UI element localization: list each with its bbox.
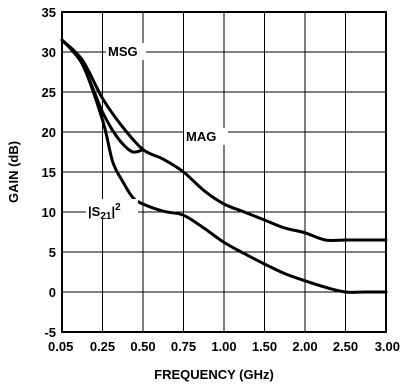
y-tick-label: 30 [42,45,56,60]
x-tick-label: 0.75 [171,339,196,354]
y-tick-labels: -5 0 5 10 15 20 25 30 35 [42,5,56,340]
x-tick-label: 0.50 [130,339,155,354]
y-tick-label: 10 [42,205,56,220]
mag-label-text: MAG [186,129,216,144]
x-tick-label: 2.00 [292,339,317,354]
s21-label-part: | [111,204,115,219]
s21-label-part: |S [88,204,101,219]
y-tick-label: 0 [49,285,56,300]
s21-label-text: |S21|2 [88,202,121,222]
x-tick-label: 3.00 [375,339,400,354]
msg-series-label: MSG [106,43,146,60]
y-tick-label: -5 [44,325,56,340]
y-axis-title: GAIN (dB) [6,141,21,203]
series-line-mag [60,38,388,243]
x-tick-label: 0.25 [90,339,115,354]
msg-label-text: MSG [108,44,138,59]
x-tick-label: 0.05 [48,339,73,354]
series-lines [60,38,388,294]
s21-series-label: |S21|2 [86,199,138,222]
y-tick-label: 5 [49,245,56,260]
s21-label-subscript: 21 [100,211,112,222]
s21-label-superscript: 2 [115,202,121,213]
y-tick-label: 15 [42,165,56,180]
plot-frame [61,11,387,333]
x-tick-label: 2.50 [333,339,358,354]
x-tick-label: 1.00 [211,339,236,354]
y-tick-label: 35 [42,5,56,20]
x-axis-title: FREQUENCY (GHz) [154,367,274,382]
y-tick-label: 20 [42,125,56,140]
series-line-s212 [60,38,388,294]
y-tick-label: 25 [42,85,56,100]
x-tick-labels: 0.05 0.25 0.50 0.75 1.00 1.50 2.00 2.50 3.00 [48,339,400,354]
mag-series-label: MAG [184,128,228,145]
x-tick-label: 1.50 [252,339,277,354]
